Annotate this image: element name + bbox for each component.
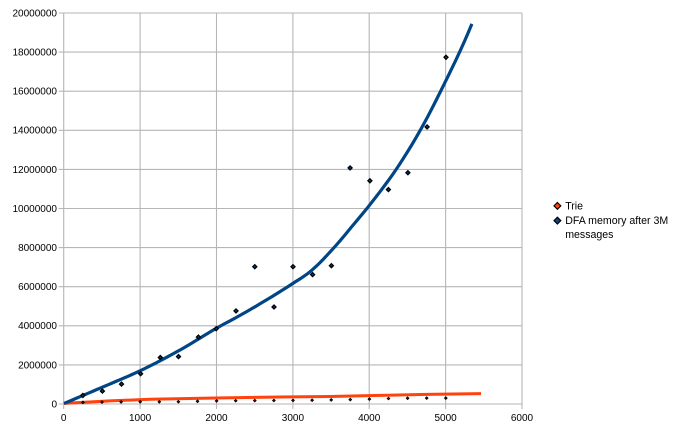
svg-text:1000: 1000 — [129, 413, 152, 424]
svg-text:18000000: 18000000 — [13, 48, 58, 59]
svg-text:0: 0 — [51, 399, 57, 410]
svg-text:2000: 2000 — [205, 413, 228, 424]
svg-text:8000000: 8000000 — [18, 243, 57, 254]
svg-text:0: 0 — [61, 413, 67, 424]
svg-text:DFA memory after 3M: DFA memory after 3M — [565, 215, 668, 227]
svg-text:Trie: Trie — [565, 200, 583, 212]
svg-text:10000000: 10000000 — [13, 204, 58, 215]
svg-text:messages: messages — [565, 229, 613, 241]
svg-text:16000000: 16000000 — [13, 87, 58, 98]
svg-text:14000000: 14000000 — [13, 126, 58, 137]
svg-text:6000000: 6000000 — [18, 282, 57, 293]
svg-text:4000000: 4000000 — [18, 321, 57, 332]
svg-text:3000: 3000 — [282, 413, 305, 424]
svg-text:2000000: 2000000 — [18, 360, 57, 371]
svg-text:12000000: 12000000 — [13, 165, 58, 176]
svg-text:4000: 4000 — [358, 413, 381, 424]
svg-text:5000: 5000 — [434, 413, 457, 424]
svg-text:20000000: 20000000 — [13, 8, 58, 19]
svg-text:6000: 6000 — [511, 413, 534, 424]
